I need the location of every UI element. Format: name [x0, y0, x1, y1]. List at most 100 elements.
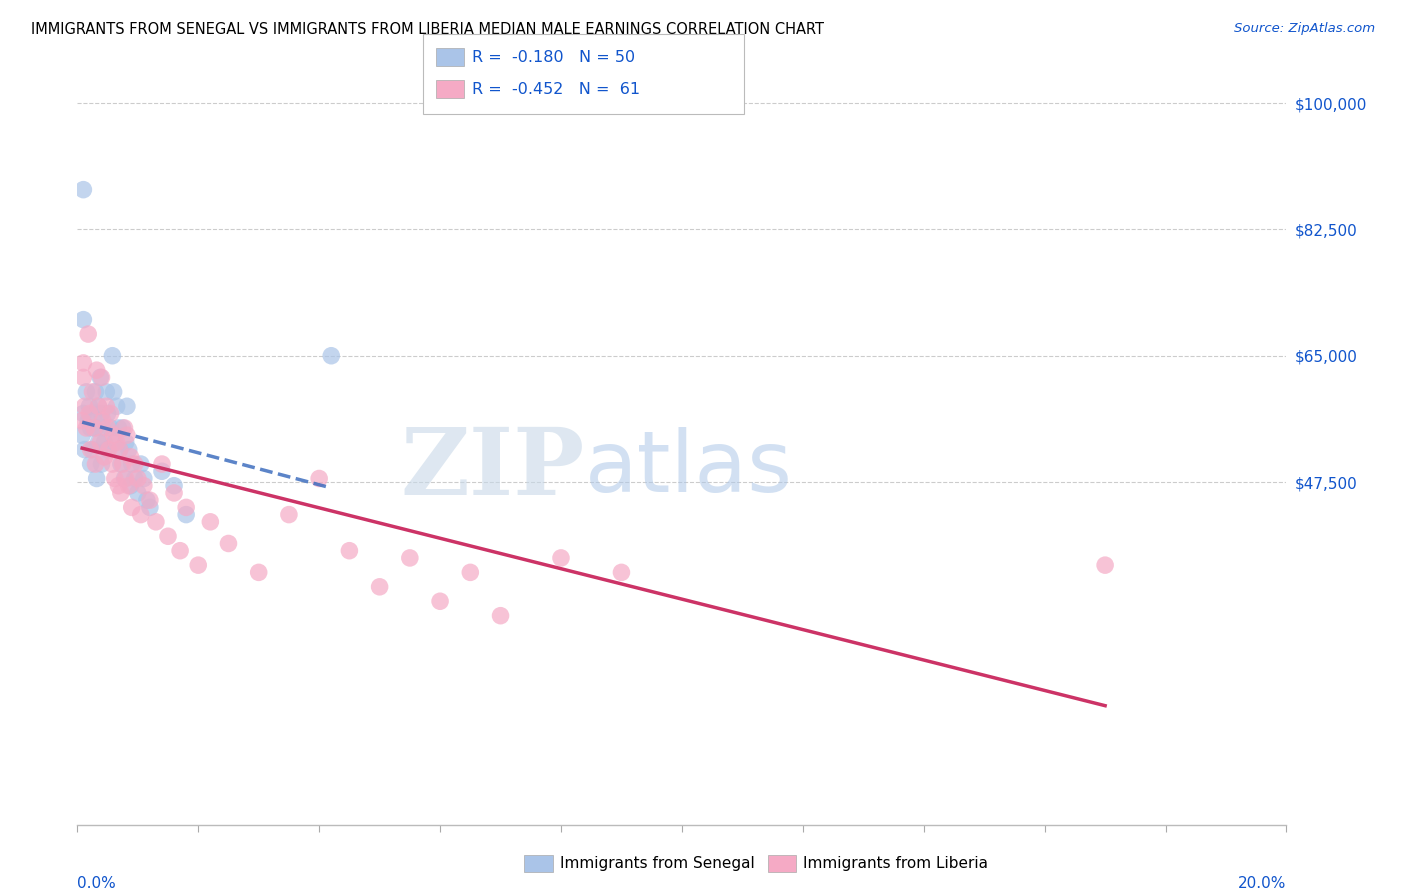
Point — [107, 421, 129, 435]
Point — [70, 428, 93, 442]
Point — [115, 399, 138, 413]
Point — [72, 356, 94, 370]
Point — [120, 479, 142, 493]
Point — [101, 349, 124, 363]
Point — [77, 414, 100, 428]
Point — [107, 479, 129, 493]
Point — [72, 183, 94, 197]
Point — [321, 349, 343, 363]
Point — [132, 479, 155, 493]
Point — [72, 370, 94, 384]
Point — [75, 384, 97, 399]
Point — [121, 457, 143, 471]
Point — [89, 370, 111, 384]
Point — [83, 407, 105, 421]
Point — [89, 435, 111, 450]
Point — [157, 529, 180, 543]
Point — [79, 457, 101, 471]
Point — [77, 327, 100, 342]
Point — [368, 580, 391, 594]
Point — [163, 486, 186, 500]
Point — [127, 471, 149, 485]
Point — [429, 594, 451, 608]
Text: Source: ZipAtlas.com: Source: ZipAtlas.com — [1234, 22, 1375, 36]
Point — [87, 435, 110, 450]
Point — [1094, 558, 1116, 573]
Text: R =  -0.180   N = 50: R = -0.180 N = 50 — [472, 50, 636, 64]
Point — [187, 558, 209, 573]
Point — [114, 421, 136, 435]
Point — [104, 435, 127, 450]
Point — [84, 457, 107, 471]
Point — [73, 399, 96, 413]
Point — [489, 608, 512, 623]
Point — [86, 471, 108, 485]
Point — [96, 407, 118, 421]
Point — [101, 457, 124, 471]
Point — [139, 500, 162, 515]
Text: R =  -0.452   N =  61: R = -0.452 N = 61 — [472, 82, 641, 96]
Text: ZIP: ZIP — [401, 424, 585, 514]
Point — [90, 457, 112, 471]
Point — [129, 457, 152, 471]
Point — [72, 312, 94, 326]
Point — [120, 450, 142, 464]
Point — [91, 421, 114, 435]
Point — [82, 442, 104, 457]
Point — [308, 471, 330, 485]
Point — [129, 508, 152, 522]
Point — [114, 435, 136, 450]
Point — [169, 543, 191, 558]
Point — [145, 515, 167, 529]
Point — [104, 471, 127, 485]
Point — [111, 457, 134, 471]
Point — [91, 414, 114, 428]
Point — [87, 399, 110, 413]
Point — [115, 428, 138, 442]
Text: atlas: atlas — [585, 427, 793, 510]
Point — [108, 442, 131, 457]
Point — [79, 421, 101, 435]
Point — [86, 363, 108, 377]
Point — [96, 421, 118, 435]
Point — [550, 550, 572, 565]
Point — [93, 450, 115, 464]
Point — [399, 550, 422, 565]
Point — [93, 435, 115, 450]
Point — [124, 457, 146, 471]
Point — [278, 508, 301, 522]
Point — [87, 399, 110, 413]
Point — [96, 399, 118, 413]
Text: 20.0%: 20.0% — [1239, 876, 1286, 890]
Point — [79, 407, 101, 421]
Point — [90, 370, 112, 384]
Point — [135, 493, 157, 508]
Point — [105, 399, 128, 413]
Point — [73, 442, 96, 457]
Point — [174, 508, 197, 522]
Point — [110, 486, 132, 500]
Point — [75, 421, 97, 435]
Point — [90, 407, 112, 421]
Point — [337, 543, 360, 558]
Point — [150, 457, 173, 471]
Point — [100, 421, 122, 435]
Point — [108, 442, 131, 457]
Point — [218, 536, 240, 550]
Point — [105, 435, 128, 450]
Point — [72, 407, 94, 421]
Point — [110, 457, 132, 471]
Point — [114, 471, 136, 485]
Point — [97, 442, 120, 457]
Point — [121, 500, 143, 515]
Point — [82, 384, 104, 399]
Point — [118, 442, 141, 457]
Point — [118, 479, 141, 493]
Point — [84, 384, 107, 399]
Point — [127, 486, 149, 500]
Point — [150, 464, 173, 478]
Text: Immigrants from Liberia: Immigrants from Liberia — [803, 856, 988, 871]
Point — [79, 399, 101, 413]
Point — [83, 421, 105, 435]
Point — [247, 566, 270, 580]
